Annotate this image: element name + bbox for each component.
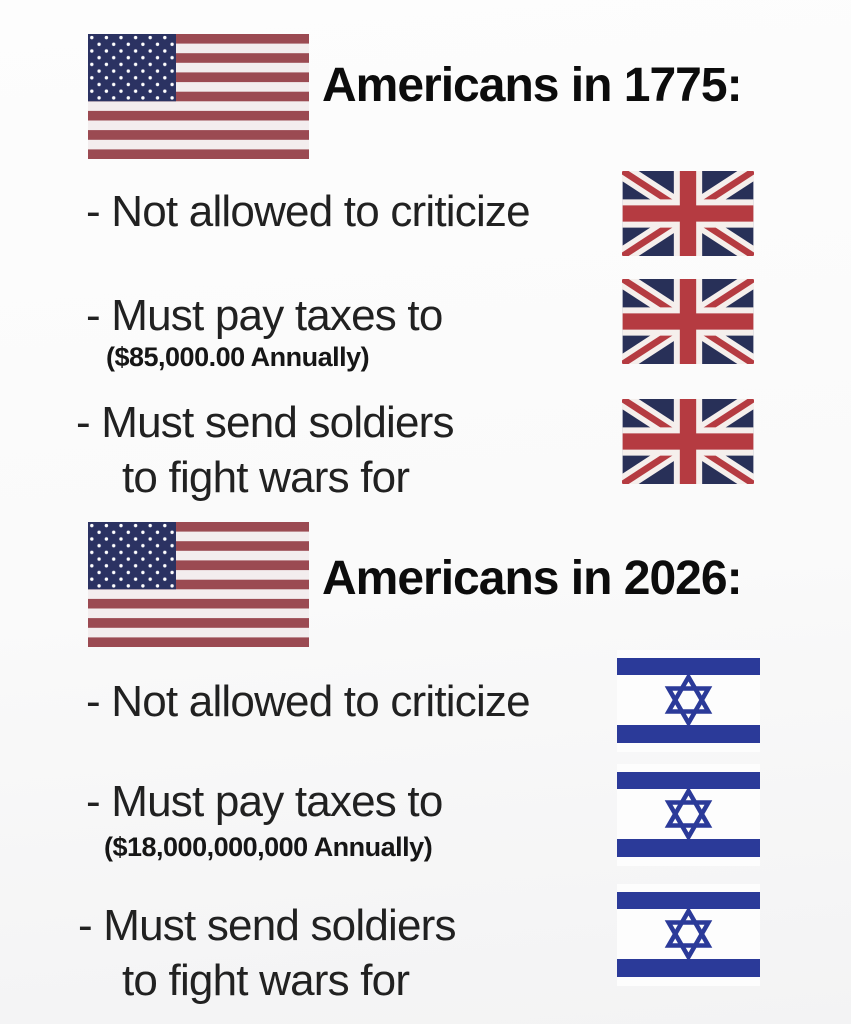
bullet-text-group: - Must send soldiers to fight wars for — [76, 395, 455, 505]
bullet-text: - Must send soldiers — [76, 398, 455, 447]
israel-flag-icon — [617, 884, 760, 986]
bullet-text: - Not allowed to criticize — [86, 187, 531, 236]
bullet-line2: to fight wars for — [122, 956, 410, 1005]
uk-flag-icon — [622, 399, 754, 484]
uk-flag-icon — [622, 279, 754, 364]
israel-flag-icon — [617, 764, 760, 866]
section-heading-1775: Americans in 1775: — [322, 59, 743, 112]
bullet-subtext: ($85,000.00 Annually) — [106, 342, 370, 372]
us-flag-icon — [88, 34, 309, 159]
bullet-text: - Must send soldiers — [78, 901, 457, 950]
section-heading-2026: Americans in 2026: — [322, 552, 743, 605]
israel-flag-icon — [617, 650, 760, 752]
us-flag-icon — [88, 522, 309, 647]
bullet-line2: to fight wars for — [122, 453, 410, 502]
bullet-text: - Must pay taxes to — [86, 291, 443, 340]
bullet-text-group: - Must send soldiers to fight wars for — [78, 898, 457, 1008]
bullet-text: - Must pay taxes to — [86, 777, 443, 826]
bullet-text: - Not allowed to criticize — [86, 677, 531, 726]
bullet-subtext: ($18,000,000,000 Annually) — [104, 832, 433, 862]
uk-flag-icon — [622, 171, 754, 256]
